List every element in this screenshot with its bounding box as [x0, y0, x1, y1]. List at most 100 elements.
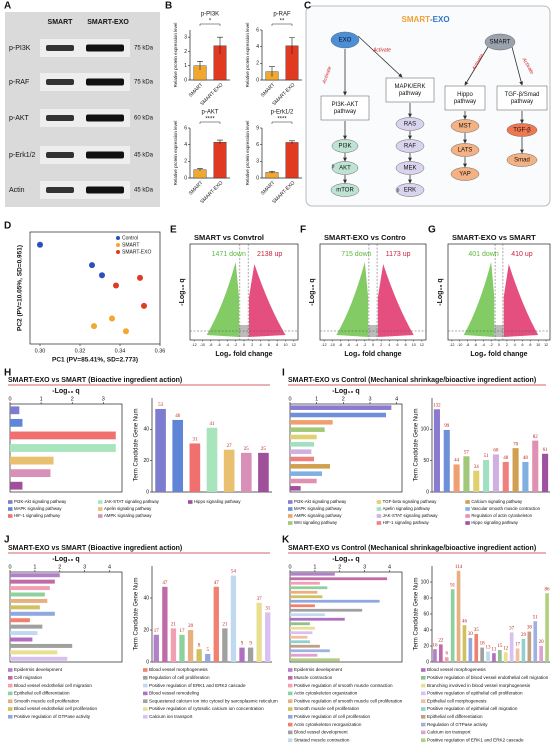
bar	[290, 635, 308, 639]
x-tick-label: 2	[342, 396, 345, 402]
bar	[521, 638, 526, 662]
legend-label: Positive regulation of blood vessel endo…	[427, 675, 549, 680]
x-tick-label: 0	[372, 343, 374, 347]
legend-label: Striated muscle contraction	[294, 737, 350, 742]
node-label: YAP	[459, 172, 471, 178]
diagram-node	[450, 143, 480, 157]
x-tick-label: 3	[102, 396, 105, 402]
x-tick-label: 4	[108, 564, 111, 570]
y-tick-label: 0	[184, 77, 187, 83]
legend-label: Regulation of actin cytoskeleton	[471, 513, 532, 518]
arrow	[464, 46, 489, 86]
diagram-node	[331, 161, 359, 175]
up-label: 1173 up	[386, 251, 411, 258]
blot-band	[46, 45, 74, 51]
down-label: 1471 down	[212, 251, 246, 258]
legend-label: Blood vessel remodeling	[149, 691, 199, 696]
blot-band	[46, 152, 74, 158]
legend-swatch	[143, 715, 148, 719]
data-label: 15	[497, 644, 503, 649]
legend-label: Positive regulation of cytosolic calcium…	[149, 706, 264, 711]
data-label: 20	[188, 624, 194, 629]
x-tick-label: -10	[200, 343, 205, 347]
bar	[483, 460, 490, 492]
significance: *	[209, 19, 212, 25]
annotation: p	[397, 187, 400, 193]
legend-swatch	[465, 521, 470, 525]
sig-bracket	[199, 23, 221, 26]
x-tick-label: -2	[490, 343, 493, 347]
legend-label: Positive regulation of smooth muscle con…	[294, 683, 393, 688]
significance: **	[280, 19, 285, 25]
legend-swatch	[288, 722, 293, 727]
bar	[453, 464, 460, 492]
legend-swatch	[8, 715, 13, 719]
legend-swatch	[143, 668, 148, 672]
y-tick-label: 9	[256, 125, 259, 131]
y-tick-label: 60	[423, 611, 429, 617]
up-cloud	[248, 264, 286, 337]
x-tick-label: -4	[226, 343, 229, 347]
plot-frame	[289, 571, 403, 663]
x-tick-label: -6	[474, 343, 477, 347]
data-label: 34	[474, 465, 480, 470]
size-label: 45 kDa	[134, 153, 154, 159]
bar	[290, 626, 315, 630]
legend-swatch	[8, 507, 13, 511]
x-tick-label: -8	[209, 343, 212, 347]
blot-strip	[40, 39, 130, 57]
data-label: 60	[493, 449, 499, 454]
down-cloud	[336, 262, 369, 337]
data-label: 54	[231, 570, 237, 575]
node-label: Smad	[514, 158, 530, 164]
point	[37, 241, 43, 248]
legend-swatch	[8, 500, 13, 504]
bar	[290, 434, 317, 440]
data-label: 9	[249, 642, 252, 647]
data-label: 57	[464, 450, 470, 455]
diagram-title: SMART	[402, 15, 431, 24]
diagram-node	[395, 161, 425, 175]
blot-band	[86, 151, 124, 159]
legend-label: Blood vessel morphogenesis	[149, 667, 208, 672]
node-label: RAS	[404, 122, 416, 128]
legend-label: Smooth muscle cell proliferation	[14, 698, 80, 703]
blot-band	[86, 186, 124, 194]
bar	[290, 478, 317, 484]
diagram-node	[395, 117, 425, 131]
legend-swatch	[98, 500, 103, 504]
x-tick-label: 0.32	[75, 348, 86, 354]
bar	[10, 656, 68, 661]
legend-label: Blood vessel development	[294, 730, 348, 735]
legend-marker	[116, 243, 120, 247]
bar	[10, 637, 33, 642]
bar	[223, 449, 235, 492]
plot-frame	[29, 231, 161, 345]
panel-label: C	[304, 1, 311, 12]
bar	[433, 409, 440, 492]
diagram-node	[450, 167, 480, 181]
x-tick-label: 0	[288, 396, 291, 402]
x-axis-label: -Log₁₀ q	[52, 388, 79, 395]
data-label: 5	[206, 648, 209, 653]
legend-swatch	[288, 738, 293, 742]
node-label: Hippo	[457, 92, 473, 98]
x-tick-label: 1	[315, 396, 318, 402]
arrow	[357, 35, 403, 78]
protein-label: p-AKT	[9, 115, 30, 122]
legend-swatch	[421, 699, 426, 703]
data-label: 30	[468, 632, 474, 637]
legend-label: Hippo signaling pathway	[471, 520, 518, 525]
x-tick-label: 8	[405, 343, 407, 347]
y-tick-label: 100	[421, 427, 430, 433]
y-tick-label: 4	[256, 44, 259, 50]
y-tick-label: 3	[184, 34, 187, 40]
y-tick-label: 0	[146, 489, 149, 495]
error-bar	[269, 66, 275, 77]
bar	[290, 486, 301, 491]
bar	[290, 595, 323, 599]
x-tick-label: -6	[347, 343, 350, 347]
bar	[179, 634, 185, 662]
bar	[10, 624, 43, 629]
data-label: 31	[192, 438, 198, 443]
